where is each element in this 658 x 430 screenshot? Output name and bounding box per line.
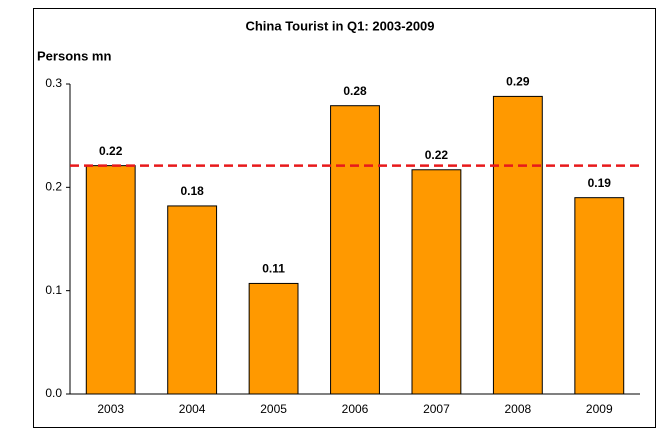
bar: [85, 165, 136, 395]
x-tick-label: 2003: [97, 402, 124, 416]
bar: [248, 282, 299, 395]
bar: [492, 95, 543, 395]
value-label: 0.29: [506, 75, 530, 89]
y-tick-label: 0.1: [45, 283, 62, 297]
x-tick-label: 2009: [586, 402, 613, 416]
bar: [167, 205, 218, 395]
chart-title: China Tourist in Q1: 2003-2009: [245, 18, 434, 33]
bar: [574, 197, 625, 395]
x-tick-label: 2008: [505, 402, 532, 416]
value-label: 0.28: [343, 84, 367, 98]
value-label: 0.19: [588, 176, 612, 190]
bar: [330, 105, 380, 395]
y-tick-label: 0.3: [45, 76, 62, 90]
x-tick-label: 2006: [342, 402, 369, 416]
value-label: 0.18: [180, 184, 204, 198]
y-axis-label: Persons mn: [37, 48, 111, 63]
bar: [411, 169, 462, 395]
x-tick-label: 2005: [260, 402, 287, 416]
value-label: 0.11: [262, 262, 285, 276]
y-tick-label: 0.0: [45, 386, 62, 400]
y-tick-label: 0.2: [45, 180, 62, 194]
value-label: 0.22: [99, 144, 123, 158]
value-label: 0.22: [425, 148, 449, 162]
x-tick-label: 2004: [179, 402, 206, 416]
x-tick-label: 2007: [423, 402, 450, 416]
